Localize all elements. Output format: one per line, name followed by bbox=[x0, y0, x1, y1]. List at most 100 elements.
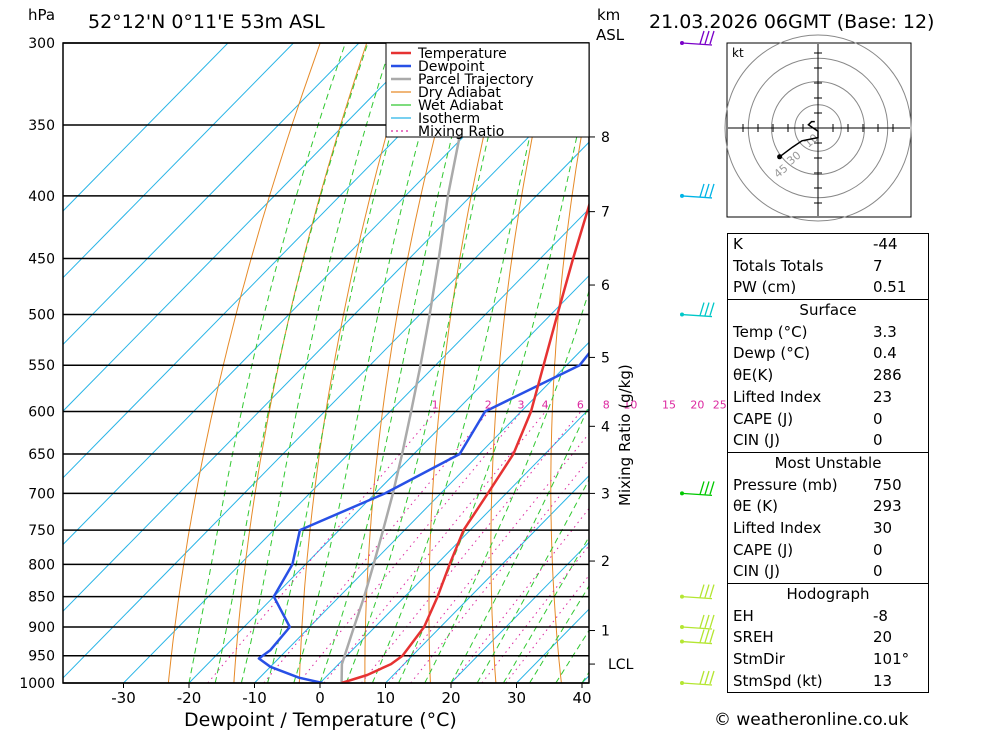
pressure-tick-label: 450 bbox=[28, 252, 55, 268]
dry-adiabat-line bbox=[167, 43, 321, 683]
pressure-tick-label: 900 bbox=[28, 620, 55, 636]
height-tick-label: 3 bbox=[601, 486, 610, 502]
wind-barb-flag bbox=[699, 183, 705, 198]
x-tick-label: -30 bbox=[111, 689, 136, 707]
mu-row: CAPE (J) 0 bbox=[733, 540, 883, 559]
hodograph-unit: kt bbox=[732, 46, 744, 60]
wind-barb-flag bbox=[704, 30, 710, 45]
wind-barb bbox=[680, 614, 715, 630]
x-tick-label: 20 bbox=[441, 689, 460, 707]
hodo-row: StmDir 101° bbox=[733, 650, 910, 669]
wind-barb-flag bbox=[704, 481, 710, 495]
height-tick-label: 8 bbox=[601, 130, 610, 146]
mu-row: Pressure (mb) 750 bbox=[733, 475, 902, 494]
surface-row: θE(K) 286 bbox=[733, 366, 902, 385]
pressure-tick-label: 850 bbox=[28, 590, 55, 606]
wind-barb bbox=[680, 302, 715, 318]
most-unstable-title: Most Unstable bbox=[774, 453, 882, 472]
legend: Temperature Dewpoint Parcel Trajectory D… bbox=[385, 42, 590, 140]
wind-barb-staff bbox=[681, 595, 713, 600]
pressure-tick-label: 400 bbox=[28, 189, 55, 205]
wind-barb-base bbox=[680, 624, 684, 629]
x-tick-label: 30 bbox=[507, 689, 526, 707]
mixing-ratio-label: 1 bbox=[432, 398, 439, 411]
wind-barb-flag bbox=[709, 481, 715, 495]
wet-adiabat-line bbox=[188, 43, 346, 683]
wind-barb-flag bbox=[709, 584, 715, 598]
wind-barb-flag bbox=[709, 670, 715, 685]
wind-barb bbox=[680, 670, 715, 686]
wind-barb-flag bbox=[704, 183, 710, 198]
wind-barb-staff bbox=[681, 313, 713, 318]
isotherm-line bbox=[63, 43, 426, 412]
wind-barb-flag bbox=[699, 670, 705, 685]
height-tick-label: 2 bbox=[601, 554, 610, 570]
pressure-tick-label: 1000 bbox=[19, 676, 55, 692]
mu-row: θE (K) 293 bbox=[733, 497, 902, 516]
hodograph-ring bbox=[724, 34, 912, 222]
pressure-tick-label: 700 bbox=[28, 486, 55, 502]
lcl-label: LCL bbox=[608, 657, 634, 673]
isotherm-line bbox=[63, 43, 295, 279]
mixing-ratio-line bbox=[323, 411, 546, 683]
pressure-tick-label: 650 bbox=[28, 447, 55, 463]
wind-barb-flag bbox=[709, 614, 715, 629]
wind-barb-staff bbox=[681, 626, 713, 630]
x-tick-label: -20 bbox=[177, 689, 202, 707]
dry-adiabat-line bbox=[970, 6, 1000, 709]
axes: 1 2 3 4 6 8 10 15 20 2530035040045050055060065070… bbox=[19, 36, 726, 707]
surface-row: Dewp (°C) 0.4 bbox=[733, 344, 897, 363]
sounding-profiles bbox=[257, 43, 589, 683]
temperature-line bbox=[341, 201, 589, 683]
wind-barb bbox=[680, 30, 715, 46]
hodograph-title: Hodograph bbox=[786, 585, 870, 603]
legend-parcel: Parcel Trajectory bbox=[418, 72, 534, 88]
wind-barb-base bbox=[680, 193, 684, 198]
surface-row: Temp (°C) 3.3 bbox=[733, 322, 897, 341]
wind-barb-flag bbox=[709, 302, 715, 316]
mixing-ratio-line bbox=[410, 458, 589, 683]
dry-adiabat-line bbox=[923, 6, 1000, 709]
isotherm-line bbox=[188, 274, 589, 683]
mixing-ratio-line bbox=[298, 411, 522, 683]
wind-barb-flag bbox=[709, 629, 715, 643]
plot-frame bbox=[62, 42, 590, 684]
isotherm-line bbox=[63, 43, 360, 346]
height-unit-asl: ASL bbox=[596, 26, 625, 44]
pressure-tick-label: 750 bbox=[28, 523, 55, 539]
wet-adiabat-line bbox=[214, 43, 369, 683]
legend-dewpoint: Dewpoint bbox=[418, 59, 485, 75]
x-tick-label: -10 bbox=[242, 689, 267, 707]
mixing-ratio-label: 4 bbox=[542, 398, 549, 411]
mixing-ratio-label: 25 bbox=[713, 398, 727, 411]
x-tick-label: 40 bbox=[572, 689, 591, 707]
wind-barb-flag bbox=[704, 614, 710, 629]
height-unit-km: km bbox=[597, 6, 620, 24]
surface-section: Surface Temp (°C) 3.3 Dewp (°C) 0.4 θE(K) 2… bbox=[728, 299, 928, 452]
mixing-ratio-label: 15 bbox=[662, 398, 676, 411]
wet-adiabat-line bbox=[293, 43, 446, 683]
dry-adiabat-line bbox=[665, 6, 698, 709]
wind-barb-base bbox=[680, 639, 684, 644]
mu-row: CIN (J) 0 bbox=[733, 562, 883, 581]
pressure-tick-label: 500 bbox=[28, 308, 55, 324]
datetime-title: 21.03.2026 06GMT (Base: 12) bbox=[649, 11, 934, 33]
wind-barb-base bbox=[680, 491, 684, 496]
hodo-row: EH -8 bbox=[733, 606, 888, 625]
wet-adiabat-line bbox=[371, 43, 552, 683]
height-tick-label: 7 bbox=[601, 205, 610, 221]
surface-title: Surface bbox=[799, 301, 857, 320]
location-title: 52°12'N 0°11'E 53m ASL bbox=[88, 11, 325, 33]
hodograph-endpoint bbox=[777, 154, 783, 160]
mixing-ratio-line bbox=[263, 411, 490, 683]
mixing-ratio-label: 8 bbox=[603, 398, 610, 411]
pressure-tick-label: 550 bbox=[28, 358, 55, 374]
dry-adiabat-line bbox=[233, 43, 368, 683]
wind-barb-flag bbox=[704, 584, 710, 598]
isotherm-line bbox=[450, 541, 589, 683]
dry-adiabat-line bbox=[609, 6, 653, 709]
x-axis-label: Dewpoint / Temperature (°C) bbox=[184, 709, 457, 731]
x-tick-label: 0 bbox=[315, 689, 325, 707]
wind-barb-flag bbox=[704, 302, 710, 316]
